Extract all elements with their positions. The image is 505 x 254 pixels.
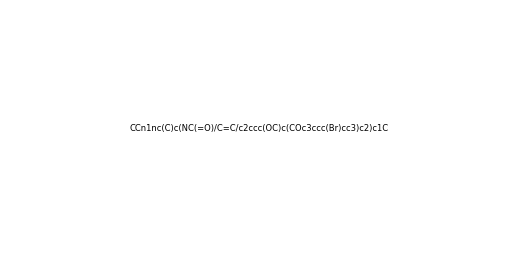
Text: CCn1nc(C)c(NC(=O)/C=C/c2ccc(OC)c(COc3ccc(Br)cc3)c2)c1C: CCn1nc(C)c(NC(=O)/C=C/c2ccc(OC)c(COc3ccc…: [129, 124, 388, 133]
